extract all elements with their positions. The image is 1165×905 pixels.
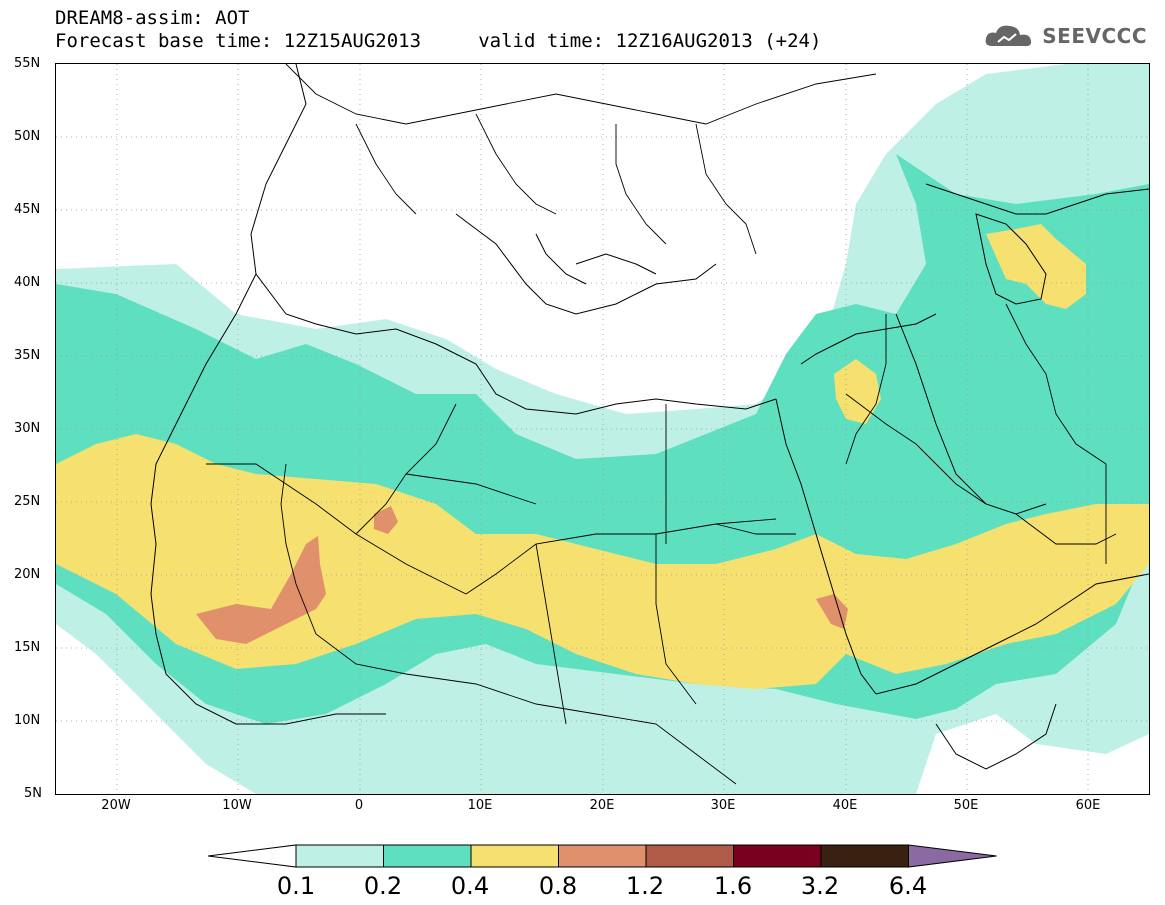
aot-patch-0.8-algeria bbox=[374, 506, 398, 534]
lat-tick-label: 15N bbox=[14, 640, 41, 655]
aot-band-0.4 bbox=[56, 434, 1149, 689]
colorbar-label: 0.1 bbox=[276, 872, 316, 900]
lat-tick-label: 10N bbox=[14, 713, 41, 728]
logo-text: SEEVCCC bbox=[1042, 24, 1147, 48]
aot-patch-0.8-sudan bbox=[816, 594, 848, 629]
coastlines bbox=[150, 64, 1149, 770]
lat-tick-label: 25N bbox=[14, 494, 41, 509]
lon-tick-label: 50E bbox=[953, 798, 979, 813]
lat-tick-label: 20N bbox=[14, 567, 41, 582]
lon-tick-label: 10W bbox=[222, 798, 252, 813]
map-gridlines bbox=[56, 64, 1149, 794]
aot-field-map bbox=[56, 64, 1149, 794]
aot-patch-0.4-iraq bbox=[834, 359, 881, 424]
lat-tick-label: 35N bbox=[14, 348, 41, 363]
lon-tick-label: 30E bbox=[710, 798, 736, 813]
colorbar-swatch bbox=[558, 844, 647, 868]
lat-tick-label: 50N bbox=[14, 129, 41, 144]
colorbar-swatch bbox=[295, 844, 384, 868]
colorbar-swatch bbox=[470, 844, 559, 868]
map-area bbox=[55, 63, 1150, 795]
lat-tick-label: 30N bbox=[14, 421, 41, 436]
aot-patch-0.8-mali bbox=[196, 536, 326, 644]
lon-tick-label: 20W bbox=[101, 798, 131, 813]
map-title: DREAM8-assim: AOT bbox=[55, 7, 250, 29]
colorbar-lower-arrow bbox=[208, 844, 297, 868]
lon-tick-label: 20E bbox=[589, 798, 615, 813]
seevccc-logo: SEEVCCC bbox=[984, 22, 1147, 50]
colorbar-upper-arrow bbox=[908, 844, 997, 868]
lon-tick-label: 0 bbox=[354, 798, 364, 813]
cloud-icon bbox=[985, 25, 1032, 47]
lon-tick-label: 40E bbox=[832, 798, 858, 813]
aot-patch-0.4-caspian bbox=[986, 224, 1086, 309]
colorbar-swatch bbox=[733, 844, 822, 868]
lon-tick-label: 10E bbox=[467, 798, 493, 813]
map-subtitle: Forecast base time: 12Z15AUG2013 valid t… bbox=[55, 30, 822, 52]
colorbar-label: 1.6 bbox=[713, 872, 753, 900]
colorbar-label: 6.4 bbox=[888, 872, 928, 900]
colorbar-swatch bbox=[820, 844, 909, 868]
lat-tick-label: 5N bbox=[24, 786, 42, 801]
colorbar-label: 3.2 bbox=[800, 872, 840, 900]
lat-tick-label: 55N bbox=[14, 56, 41, 71]
lat-tick-label: 40N bbox=[14, 275, 41, 290]
lon-tick-label: 60E bbox=[1075, 798, 1101, 813]
colorbar-label: 0.4 bbox=[450, 872, 490, 900]
lat-tick-label: 45N bbox=[14, 202, 41, 217]
colorbar bbox=[208, 844, 997, 868]
colorbar-label: 0.8 bbox=[538, 872, 578, 900]
colorbar-swatch bbox=[645, 844, 734, 868]
borders bbox=[206, 64, 1117, 785]
colorbar-label: 1.2 bbox=[625, 872, 665, 900]
colorbar-swatch bbox=[383, 844, 472, 868]
colorbar-label: 0.2 bbox=[363, 872, 403, 900]
